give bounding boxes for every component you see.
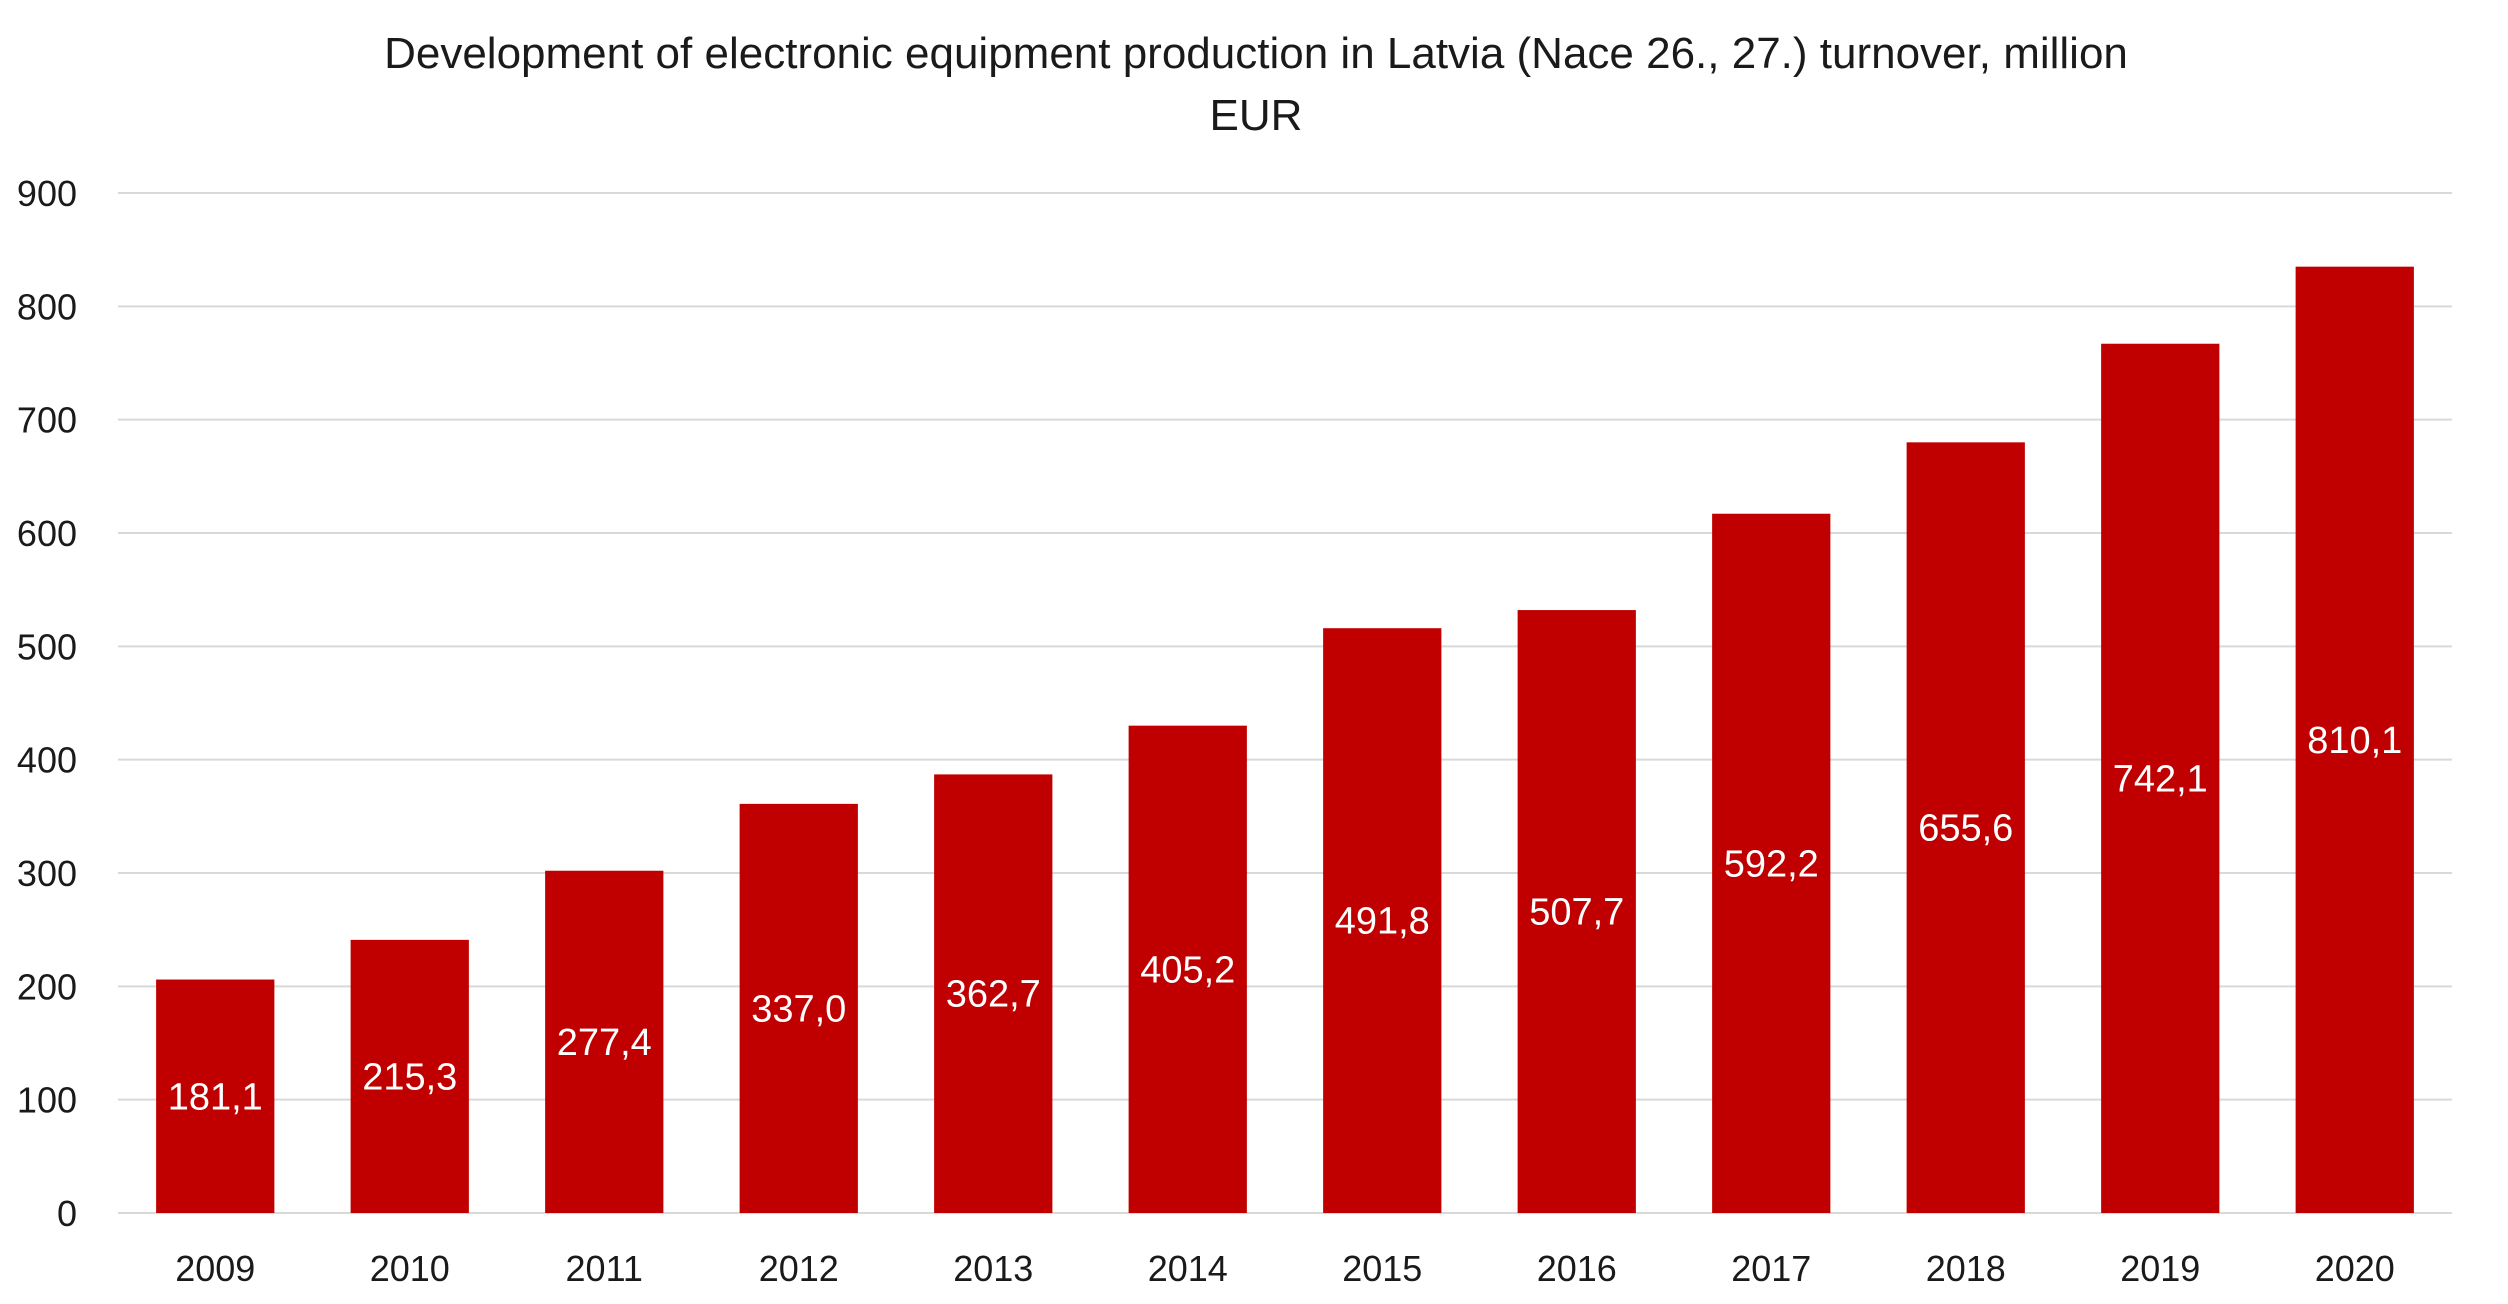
bar-2011: [545, 870, 664, 1213]
bar-2013: [934, 774, 1053, 1213]
data-label-2010: 215,3: [362, 1056, 457, 1098]
data-label-2014: 405,2: [1140, 949, 1235, 991]
y-tick-label: 400: [17, 740, 77, 781]
data-label-2012: 337,0: [751, 988, 846, 1030]
y-tick-label: 700: [17, 400, 77, 441]
x-tick-label-2010: 2010: [370, 1248, 450, 1289]
x-tick-label-2012: 2012: [759, 1248, 839, 1289]
chart-title-line-1: Development of electronic equipment prod…: [384, 29, 2128, 78]
x-tick-label-2016: 2016: [1537, 1248, 1617, 1289]
y-tick-label: 600: [17, 513, 77, 554]
bar-2010: [350, 939, 469, 1213]
data-label-2009: 181,1: [168, 1076, 263, 1118]
y-tick-label: 100: [17, 1080, 77, 1121]
data-label-2018: 655,6: [1918, 808, 2013, 850]
y-axis-tick-labels: 0 100 200 300 400 500 600 700 800 900: [17, 173, 77, 1234]
bar-2019: [2101, 343, 2220, 1213]
bar-2017: [1712, 513, 1831, 1213]
y-tick-label: 200: [17, 966, 77, 1007]
y-tick-label: 300: [17, 853, 77, 894]
bar-series: [156, 266, 2414, 1214]
data-label-2015: 491,8: [1335, 901, 1430, 943]
gridlines: [118, 192, 2452, 1214]
y-tick-label: 800: [17, 286, 77, 327]
data-label-2019: 742,1: [2113, 758, 2208, 800]
data-label-2011: 277,4: [557, 1022, 652, 1064]
bar-2015: [1323, 628, 1442, 1213]
x-tick-label-2017: 2017: [1731, 1248, 1811, 1289]
x-tick-label-2019: 2019: [2120, 1248, 2200, 1289]
y-tick-label: 500: [17, 626, 77, 667]
bar-2012: [739, 803, 858, 1213]
bar-2009: [156, 979, 275, 1213]
bar-2016: [1517, 610, 1636, 1213]
x-tick-label-2013: 2013: [953, 1248, 1033, 1289]
x-tick-label-2009: 2009: [175, 1248, 255, 1289]
data-label-2016: 507,7: [1529, 892, 1624, 934]
bar-2020: [2295, 266, 2414, 1214]
bar-2018: [1906, 442, 2025, 1213]
x-tick-label-2015: 2015: [1342, 1248, 1422, 1289]
x-tick-label-2011: 2011: [566, 1248, 643, 1289]
x-tick-label-2020: 2020: [2315, 1248, 2395, 1289]
data-label-2013: 362,7: [946, 974, 1041, 1016]
x-tick-label-2014: 2014: [1148, 1248, 1228, 1289]
x-axis-tick-labels: 2009 2010 2011 2012 2013 2014 2015 2016 2017 2018…: [175, 1248, 2395, 1289]
y-tick-label: 0: [57, 1193, 77, 1234]
chart-title: Development of electronic equipment prod…: [384, 29, 2128, 140]
bar-2014: [1128, 725, 1247, 1213]
chart-title-line-2: EUR: [1210, 91, 1303, 140]
data-label-2017: 592,2: [1724, 843, 1819, 885]
data-labels: 181,1 215,3 277,4 337,0 362,7 405,2 491,8 507,7…: [168, 720, 2403, 1118]
y-tick-label: 900: [17, 173, 77, 214]
x-tick-label-2018: 2018: [1926, 1248, 2006, 1289]
data-label-2020: 810,1: [2307, 720, 2402, 762]
